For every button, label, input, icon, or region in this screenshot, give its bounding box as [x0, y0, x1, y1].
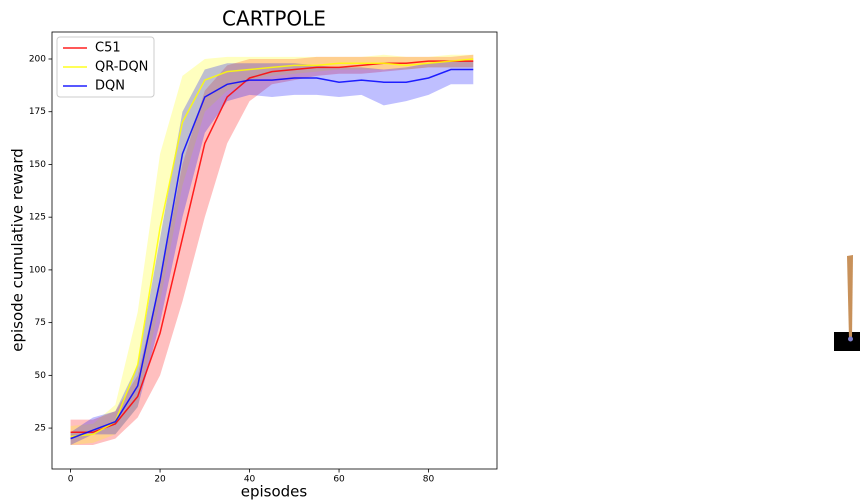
y-tick-label: 25	[35, 424, 46, 434]
y-tick-label: 175	[29, 107, 46, 117]
x-tick-label: 40	[244, 475, 256, 485]
line	[70, 58, 474, 438]
y-tick-label: 125	[29, 213, 46, 223]
chart-title: CARTPOLE	[222, 7, 326, 31]
y-tick-label: 100	[29, 265, 46, 275]
pole	[847, 255, 853, 339]
y-tick-label: 75	[35, 318, 46, 328]
axes-frame	[51, 31, 498, 470]
x-tick-label: 60	[333, 475, 345, 485]
x-axis-label: episodes	[241, 483, 308, 501]
legend-label: QR-DQN	[95, 60, 148, 75]
y-axis-label: episode cumulative reward	[9, 148, 27, 352]
legend-box	[56, 36, 155, 98]
y-tick-label: 200	[29, 54, 46, 64]
confidence-band	[70, 54, 474, 445]
legend-label: C51	[95, 41, 121, 56]
legend-label: DQN	[95, 79, 125, 94]
cart	[834, 332, 860, 351]
x-tick-label: 80	[423, 475, 435, 485]
plot-area: 0 20 40 60 80 25 50 75 100 125 150 175 200 C51 QR-DQN D…	[29, 31, 498, 485]
y-tick-label: 50	[35, 371, 47, 381]
y-tick-label: 150	[29, 160, 46, 170]
axle	[848, 336, 853, 342]
cartpole-render	[834, 255, 860, 351]
line	[70, 60, 474, 434]
line	[70, 68, 474, 440]
x-tick-label: 20	[154, 475, 166, 485]
x-tick-label: 0	[68, 475, 74, 485]
